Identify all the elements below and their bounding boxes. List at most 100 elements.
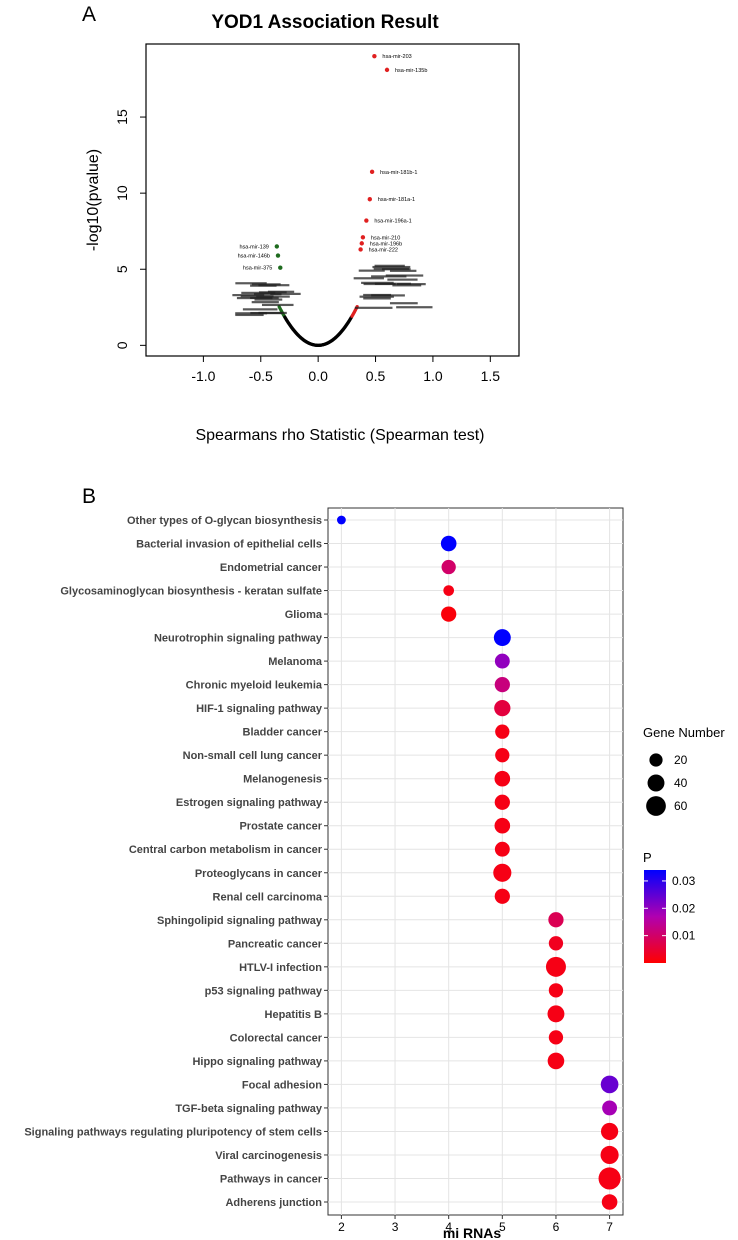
dotplot-x-tick-label: 6 — [553, 1220, 560, 1234]
size-legend-label: 20 — [674, 753, 688, 767]
dotplot-category-label: Other types of O-glycan biosynthesis — [127, 515, 322, 527]
size-legend-dot — [649, 753, 663, 767]
dotplot-category-label: p53 signaling pathway — [205, 985, 323, 997]
dotplot-point — [547, 1005, 565, 1023]
dotplot-category-label: Endometrial cancer — [220, 562, 323, 574]
volcano-labeled-point — [364, 218, 369, 223]
volcano-crowded-label — [235, 313, 264, 317]
dotplot-category-label: Viral carcinogenesis — [215, 1150, 322, 1162]
volcano-crowded-label — [242, 308, 278, 311]
volcano-y-tick-label: 15 — [114, 109, 130, 125]
dotplot-point — [494, 817, 511, 834]
dotplot-area: 2 3 4 5 6 7 Other types of O-glycan biosynthes… — [24, 508, 623, 1234]
volcano-labeled-point — [278, 265, 283, 270]
dotplot-category-label: Estrogen signaling pathway — [176, 797, 323, 809]
volcano-crowded-label — [254, 298, 283, 301]
colorbar-tick-label: 0.02 — [672, 901, 696, 915]
volcano-crowded-label — [251, 301, 279, 304]
volcano-point-label: hsa-mir-375 — [243, 266, 272, 272]
dotplot-category-label: Neurotrophin signaling pathway — [154, 633, 323, 645]
volcano-crowded-label — [396, 306, 433, 309]
volcano-x-tick-label: 0.0 — [308, 368, 328, 384]
dotplot-point — [545, 956, 566, 977]
volcano-labeled-point — [384, 67, 390, 73]
volcano-crowded-label — [267, 290, 295, 293]
volcano-crowded-label — [358, 269, 385, 272]
volcano-labeled-point — [360, 235, 366, 240]
volcano-point-label: hsa-mir-196b — [370, 241, 402, 247]
volcano-crowded-label — [389, 269, 417, 272]
dotplot-x-tick-label: 4 — [445, 1220, 452, 1234]
dotplot-point — [548, 1030, 564, 1045]
dotplot-point — [548, 912, 564, 928]
volcano-crowded-label — [232, 294, 265, 297]
dotplot-point — [441, 559, 456, 575]
volcano-labeled-point — [274, 244, 280, 249]
dotplot-point — [494, 841, 510, 857]
volcano-point-label: hsa-mir-203 — [382, 54, 411, 60]
volcano-labeled-point — [358, 247, 363, 252]
dotplot-point — [493, 863, 512, 882]
dotplot-category-label: Melanoma — [268, 656, 323, 668]
dotplot-category-label: Signaling pathways regulating pluripoten… — [24, 1126, 322, 1138]
dotplot-category-label: Chronic myeloid leukemia — [186, 680, 323, 692]
volcano-y-tick-label: 0 — [114, 341, 130, 349]
volcano-crowded-label — [240, 295, 274, 298]
dotplot-point — [494, 699, 511, 717]
volcano-point-label: hsa-mir-135b — [395, 68, 427, 74]
dotplot-point — [495, 724, 510, 739]
size-legend: 20 40 60 — [646, 753, 688, 816]
dotplot-category-label: Proteoglycans in cancer — [195, 868, 323, 880]
dotplot-category-label: Glioma — [285, 609, 323, 621]
volcano-crowded-label — [389, 302, 418, 305]
volcano-crowded-label — [396, 283, 426, 286]
dotplot-category-label: Prostate cancer — [239, 821, 322, 833]
volcano-point-label: hsa-mir-139 — [239, 244, 268, 250]
dotplot-point — [494, 770, 511, 787]
volcano-y-axis-label: -log10(pvalue) — [85, 149, 102, 251]
volcano-y-tick-label: 10 — [114, 185, 130, 201]
volcano-labeled-point — [359, 241, 364, 246]
dotplot-point — [600, 1145, 619, 1165]
dotplot-point — [602, 1100, 618, 1116]
dotplot-category-label: Colorectal cancer — [230, 1032, 323, 1044]
dotplot-category-label: Pathways in cancer — [220, 1173, 323, 1185]
size-legend-dot — [647, 774, 665, 792]
dotplot-category-label: Non-small cell lung cancer — [183, 750, 323, 762]
volcano-crowded-label — [270, 292, 301, 295]
volcano-x-tick-label: 0.5 — [366, 368, 386, 384]
dotplot-category-label: HTLV-I infection — [239, 962, 322, 974]
dotplot-category-label: Sphingolipid signaling pathway — [157, 915, 323, 927]
dotplot-category-label: Focal adhesion — [242, 1079, 322, 1091]
volcano-crowded-label — [250, 284, 277, 287]
dotplot-point — [495, 748, 510, 763]
volcano-y-tick-label: 5 — [114, 265, 130, 273]
volcano-plot-frame — [145, 43, 520, 357]
dotplot-point — [494, 653, 510, 669]
volcano-crowded-label — [241, 291, 276, 294]
dotplot-category-label: Hepatitis B — [265, 1009, 323, 1021]
volcano-crowded-label — [353, 277, 384, 280]
color-legend-title: P — [643, 850, 652, 865]
volcano-x-tick-label: -0.5 — [249, 368, 273, 384]
dotplot-category-label: HIF-1 signaling pathway — [196, 703, 323, 715]
volcano-crowded-label — [251, 283, 281, 286]
dotplot-point — [600, 1122, 619, 1141]
dotplot-category-label: Pancreatic cancer — [228, 938, 323, 950]
volcano-point-label: hsa-mir-210 — [371, 235, 400, 241]
panel-label-a: A — [82, 3, 96, 26]
volcano-labeled-point — [275, 253, 281, 258]
dotplot-point — [493, 629, 511, 647]
volcano-x-tick-label: -1.0 — [191, 368, 215, 384]
dotplot-point — [548, 983, 564, 998]
dotplot-panel-frame — [327, 507, 624, 1216]
dotplot-point — [494, 676, 510, 693]
dotplot-category-label: Melanogenesis — [243, 774, 322, 786]
p-colorbar — [644, 870, 666, 963]
size-legend-label: 60 — [674, 799, 688, 813]
dotplot-x-axis-label: mi RNAs — [443, 1225, 502, 1240]
dotplot-point — [443, 585, 455, 596]
dotplot-category-label: Central carbon metabolism in cancer — [129, 844, 323, 856]
volcano-point-label: hsa-mir-181a-1 — [378, 197, 415, 203]
